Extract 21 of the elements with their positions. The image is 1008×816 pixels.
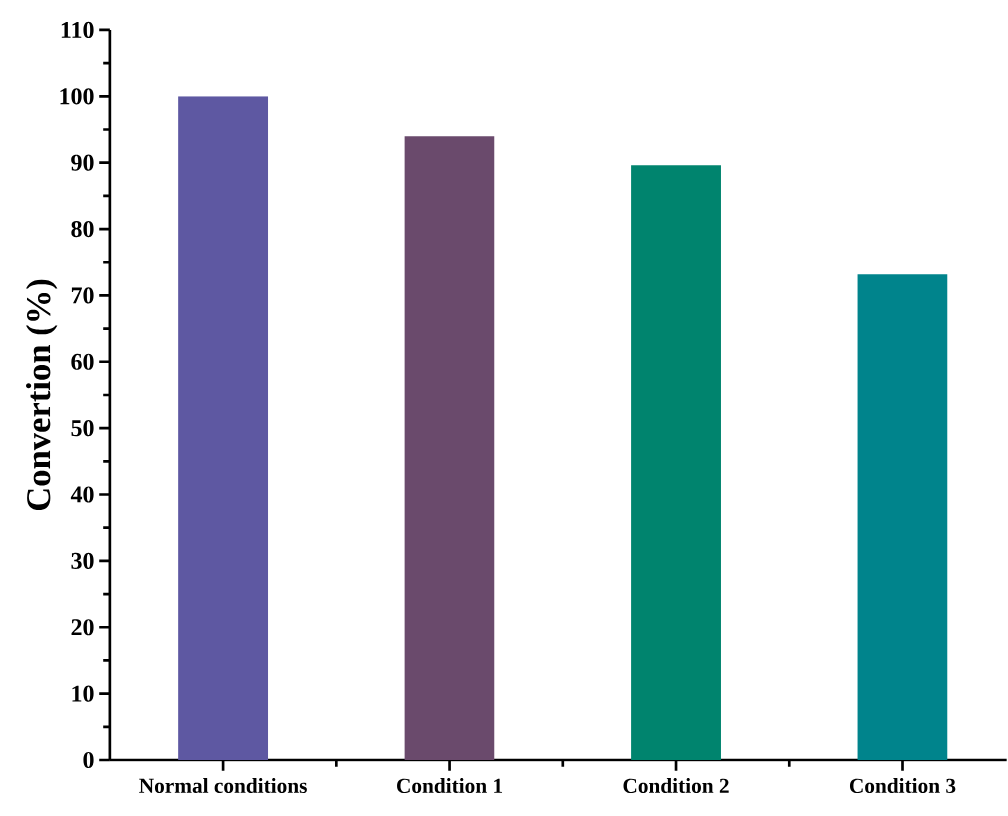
x-tick-label: Condition 1 — [397, 778, 503, 794]
bar — [178, 96, 269, 761]
y-tick-label: 0 — [83, 751, 94, 769]
x-tick-label: Normal conditions — [139, 778, 307, 794]
y-tick-label: 90 — [71, 154, 94, 171]
y-tick-label: 10 — [72, 685, 94, 702]
bar — [404, 136, 495, 761]
x-tick-label: Condition 3 — [849, 778, 956, 794]
y-tick-label: 30 — [71, 552, 94, 570]
bar — [631, 165, 721, 761]
y-tick-label: 60 — [71, 353, 94, 370]
y-axis-title: Convertion (%) — [26, 279, 58, 511]
x-tick-label: Condition 2 — [623, 778, 729, 794]
y-tick-label: 110 — [61, 21, 94, 39]
y-tick-label: 80 — [71, 221, 94, 238]
y-tick-label: 70 — [71, 287, 94, 304]
y-tick-label: 40 — [70, 486, 94, 503]
y-tick-label: 20 — [71, 619, 94, 636]
bar — [857, 274, 948, 761]
y-tick-label: 100 — [60, 88, 94, 105]
y-tick-label: 50 — [71, 420, 94, 437]
